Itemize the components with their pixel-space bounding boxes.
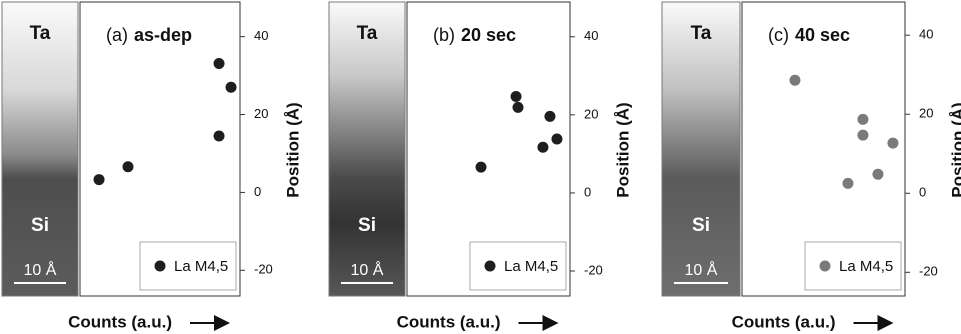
y-tick-label: -20 [919,264,938,279]
y-tick-label: 0 [584,184,591,199]
title: as-dep [134,25,192,45]
layer-label: Si [358,215,376,236]
y-tick-label: 40 [919,27,933,42]
scale-bar-label: 10 Å [24,260,57,279]
legend-label: La M4,5 [504,258,558,275]
data-point [789,75,800,86]
y-axis-label: Position (Å) [283,102,302,197]
y-tick-label: -20 [584,262,603,277]
data-point [857,114,868,125]
data-point [94,174,105,185]
y-tick-label: 40 [254,28,268,43]
scale-bar-label: 10 Å [351,260,384,279]
x-axis-label: Counts (a.u.) [68,312,172,331]
figure: Ta Si 10 Å (a) as-dep -20 0 20 40 Position (Å) Cou… [0,0,961,334]
data-point [214,58,225,69]
data-point [537,142,548,153]
panel-title: (c) 40 sec [768,25,850,45]
y-tick-label: 20 [584,106,598,121]
x-axis-label: Counts (a.u.) [397,312,501,331]
panel-title: (b) 20 sec [433,25,516,45]
data-point [226,82,237,93]
data-point [511,91,522,102]
data-point [551,134,562,145]
data-point [887,138,898,149]
y-tick-label: 20 [919,106,933,121]
panel-label: (b) [433,25,455,45]
y-axis-label: Position (Å) [613,102,632,197]
panel-label: (a) [106,25,128,45]
layer-label: Ta [357,23,378,44]
y-tick-label: 0 [919,185,926,200]
legend-label: La M4,5 [174,258,228,275]
legend-label: La M4,5 [839,258,893,275]
layer-label: Ta [691,23,712,44]
panel-label: (c) [768,25,789,45]
layer-label: Si [692,215,710,236]
y-tick-label: 20 [254,106,268,121]
title: 40 sec [795,25,850,45]
legend-marker [820,261,831,272]
data-point [872,169,883,180]
data-point [544,111,555,122]
data-point [214,130,225,141]
data-point [513,102,524,113]
y-axis-label: Position (Å) [948,102,961,197]
title: 20 sec [461,25,516,45]
legend-marker [155,261,166,272]
data-point [857,130,868,141]
data-point [476,162,487,173]
x-axis-label: Counts (a.u.) [732,312,836,331]
data-point [842,178,853,189]
y-tick-label: 40 [584,28,598,43]
layer-label: Si [31,215,49,236]
scale-bar-label: 10 Å [685,260,718,279]
tem-image [662,2,740,296]
tem-image [329,2,405,296]
data-point [123,161,134,172]
y-tick-label: -20 [254,262,273,277]
legend-marker [485,261,496,272]
layer-label: Ta [30,23,51,44]
y-tick-label: 0 [254,184,261,199]
panel-title: (a) as-dep [106,25,192,45]
tem-image [2,2,78,296]
